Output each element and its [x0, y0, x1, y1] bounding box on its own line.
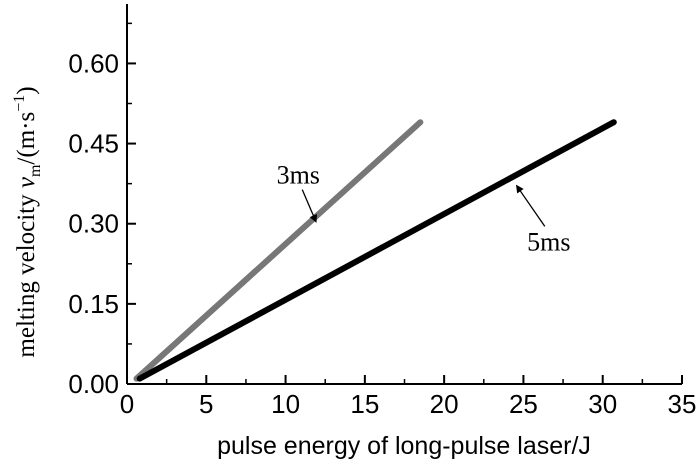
x-tick-label: 15 — [350, 389, 379, 419]
x-tick-label: 5 — [199, 389, 213, 419]
x-tick-label: 0 — [120, 389, 134, 419]
x-tick-label: 25 — [509, 389, 538, 419]
y-tick-label: 0.60 — [68, 48, 119, 78]
annotation-arrow-5ms — [515, 184, 546, 227]
series-line-5ms — [136, 119, 617, 382]
series-label-5ms: 5ms — [527, 227, 570, 256]
x-tick-label: 35 — [668, 389, 697, 419]
x-tick-label: 10 — [271, 389, 300, 419]
x-tick-label: 20 — [430, 389, 459, 419]
y-tick-label: 0.15 — [68, 289, 119, 319]
x-tick-label: 30 — [588, 389, 617, 419]
series-line-3ms — [133, 119, 424, 382]
annotation-arrow-3ms — [301, 189, 318, 223]
x-axis-title: pulse energy of long-pulse laser/J — [217, 432, 591, 460]
series-label-3ms: 3ms — [277, 161, 320, 190]
y-tick-label: 0.00 — [68, 369, 119, 399]
y-tick-label: 0.30 — [68, 209, 119, 239]
y-tick-label: 0.45 — [68, 129, 119, 159]
y-axis-title: melting velocity vm/(m·s−1) — [11, 86, 44, 357]
